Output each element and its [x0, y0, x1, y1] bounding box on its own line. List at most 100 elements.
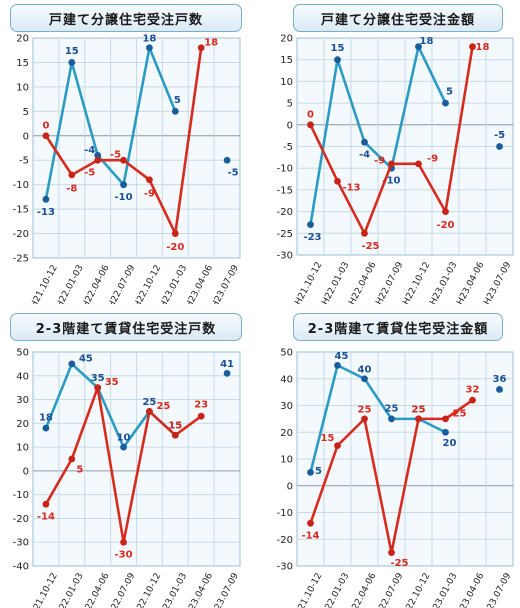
data-label: 10 — [117, 433, 131, 444]
data-label: 0 — [42, 120, 49, 131]
y-tick-label: 10 — [280, 455, 293, 466]
data-label: -8 — [66, 183, 77, 194]
data-point — [469, 43, 476, 51]
data-point — [361, 229, 368, 237]
data-point — [120, 156, 127, 164]
data-point — [496, 386, 503, 393]
data-point — [442, 428, 449, 436]
x-tick-label: H21.10-12 — [293, 261, 324, 304]
y-tick-label: -10 — [277, 508, 293, 519]
y-tick-label: 5 — [23, 107, 29, 118]
series-line — [44, 46, 177, 200]
y-tick-label: -15 — [13, 205, 29, 216]
data-label: 5 — [315, 466, 322, 477]
y-tick-label: -30 — [277, 251, 293, 262]
data-label: 5 — [76, 465, 83, 476]
data-point — [334, 177, 341, 185]
chart-panel-units-detached: 戸建て分譲住宅受注戸数 -25 -20 -15 -10 -5 0 5 10 15 20 H21.10… — [0, 0, 260, 304]
y-tick-label: 40 — [16, 371, 29, 382]
data-point — [42, 500, 50, 508]
data-point — [120, 443, 127, 451]
y-tick-label: -5 — [19, 156, 29, 167]
chart-svg: -30 -25 -20 -15 -10 -5 0 5 10 15 20 H21.10-12H22.01… — [277, 34, 514, 305]
data-label: 41 — [220, 359, 234, 370]
data-label: -9 — [374, 155, 385, 166]
data-point — [415, 160, 422, 168]
chart-title: 戸建て分譲住宅受注戸数 — [10, 4, 242, 32]
data-point — [496, 143, 503, 150]
data-label: -4 — [84, 145, 95, 156]
data-point — [388, 415, 395, 423]
y-tick-label: 15 — [280, 55, 293, 66]
data-point — [361, 138, 368, 146]
data-label: 25 — [156, 401, 170, 412]
data-point — [94, 156, 102, 164]
x-tick-label: H21.10-12 — [29, 572, 60, 608]
data-label: -9 — [144, 188, 155, 199]
data-point — [171, 431, 179, 439]
data-label: 5 — [446, 87, 453, 98]
y-tick-label: -25 — [277, 229, 293, 240]
y-tick-label: 0 — [23, 131, 29, 142]
x-tick-label: H22.07-09 — [374, 571, 405, 608]
x-tick-label: H23.01-03 — [158, 264, 189, 304]
y-tick-label: -30 — [277, 562, 293, 573]
data-point — [334, 56, 341, 64]
data-point — [146, 44, 153, 52]
y-tick-label: -25 — [13, 254, 29, 265]
x-tick-label: H23.07-09 — [482, 571, 513, 608]
data-label: 25 — [412, 404, 426, 415]
y-tick-label: 50 — [280, 348, 293, 359]
data-point — [415, 415, 422, 423]
x-tick-label: H22.10-12 — [401, 572, 432, 608]
y-tick-label: 0 — [287, 481, 293, 492]
series-line — [309, 45, 447, 225]
data-point — [361, 375, 368, 383]
data-label: 36 — [493, 374, 507, 385]
data-label: -25 — [390, 558, 408, 569]
data-label: 5 — [174, 95, 181, 106]
x-tick-label: H23.04-06 — [184, 263, 215, 304]
y-tick-label: -10 — [13, 180, 29, 191]
y-tick-label: -20 — [277, 207, 293, 218]
data-label: 25 — [453, 408, 467, 419]
data-label: 40 — [358, 364, 372, 375]
data-point — [146, 176, 153, 184]
data-label: -5 — [110, 150, 121, 161]
y-tick-label: 20 — [16, 419, 29, 430]
data-label: 18 — [476, 42, 490, 53]
x-tick-label: H21.10-12 — [29, 264, 60, 304]
data-label: -13 — [342, 183, 360, 194]
data-label: -10 — [382, 176, 400, 187]
data-point — [442, 415, 449, 423]
data-point — [223, 156, 231, 164]
chart-svg: -30-20-1001020304050H21.10-12H22.01-03H2… — [277, 348, 514, 608]
data-label: -10 — [115, 192, 133, 203]
y-tick-label: 30 — [16, 395, 29, 406]
data-point — [68, 455, 76, 463]
data-label: -20 — [436, 220, 454, 231]
data-label: 45 — [335, 351, 349, 362]
data-label: 23 — [194, 400, 208, 411]
y-tick-label: 20 — [280, 428, 293, 439]
data-point — [307, 221, 314, 229]
data-label: -25 — [361, 241, 379, 252]
x-tick-label: H23.07-09 — [482, 260, 513, 304]
data-label: 35 — [91, 373, 105, 384]
data-point — [171, 230, 179, 237]
data-point — [307, 468, 314, 476]
x-tick-label: H22.04-06 — [347, 571, 378, 608]
x-tick-label: H22.04-06 — [81, 263, 112, 304]
chart-title: 戸建て分譲住宅受注金額 — [293, 4, 503, 32]
data-label: 18 — [142, 33, 156, 44]
data-label: 25 — [142, 397, 156, 408]
data-label: 18 — [204, 37, 218, 48]
data-label: -20 — [166, 242, 184, 253]
y-tick-label: 10 — [280, 77, 293, 88]
data-point — [42, 424, 50, 432]
data-label: -23 — [303, 232, 321, 243]
data-point — [388, 549, 395, 557]
data-label: 15 — [331, 43, 345, 54]
y-tick-label: -15 — [277, 185, 293, 196]
y-tick-label: -20 — [13, 229, 29, 240]
